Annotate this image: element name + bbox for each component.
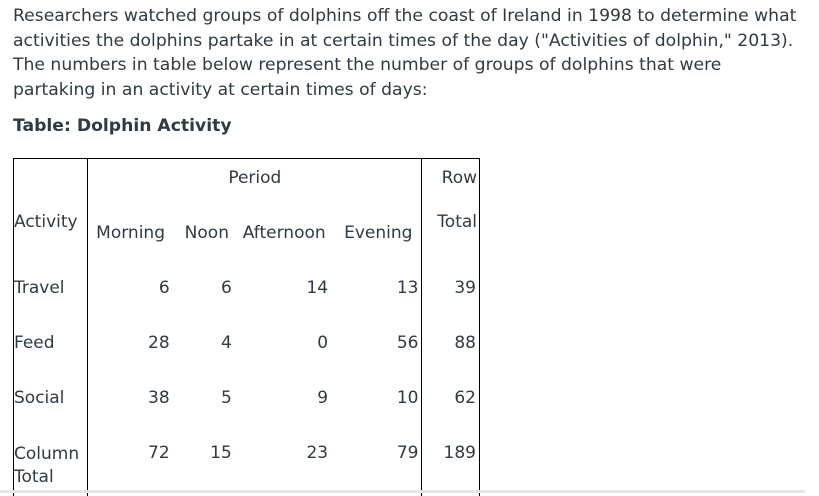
cell-social-total: 62	[421, 386, 480, 441]
row-label-travel: Travel	[14, 278, 65, 298]
cell-feed-morning: 28	[87, 331, 173, 386]
table-header-row-period: Period Row	[14, 158, 480, 213]
table-row: Feed 28 4 0 56 88	[14, 331, 480, 386]
table-row: Travel 6 6 14 13 39	[14, 276, 480, 331]
cell-grand-total: 189	[421, 441, 480, 496]
row-label-column-total: Column Total	[14, 441, 88, 496]
table-header-row-columns: Activity Morning Noon Afternoon Evening …	[14, 212, 480, 276]
cell-travel-morning: 6	[87, 276, 173, 331]
column-header-afternoon: Afternoon	[242, 223, 326, 243]
cell-total-evening: 79	[396, 443, 419, 463]
cell-total-morning: 72	[87, 441, 173, 496]
cell-travel-noon: 6	[220, 278, 232, 298]
cell-feed-evening: 56	[396, 333, 419, 353]
table-row-column-total: Column Total 72 15 23 79 189	[14, 441, 480, 496]
row-total-header-top: Row	[421, 158, 480, 212]
cell-feed-total: 88	[421, 331, 480, 386]
row-label-feed: Feed	[14, 333, 55, 353]
cell-total-afternoon: 23	[306, 443, 329, 463]
cell-travel-afternoon: 14	[306, 278, 329, 298]
table-row: Social 38 5 9 10 62	[14, 386, 480, 441]
cell-travel-total: 39	[421, 276, 480, 331]
dolphin-activity-table: Period Row Activity Morning Noon Afterno…	[13, 158, 480, 496]
cell-social-noon: 5	[220, 388, 232, 408]
column-total-label-line1: Column	[14, 444, 80, 464]
cell-social-afternoon: 9	[317, 388, 329, 408]
cell-social-evening: 10	[396, 388, 419, 408]
cell-travel-evening: 13	[396, 278, 419, 298]
column-total-label-line2: Total	[14, 467, 54, 487]
bottom-divider	[0, 490, 805, 493]
column-header-noon: Noon	[184, 223, 229, 243]
cell-feed-afternoon: 0	[317, 333, 329, 353]
cell-total-noon: 15	[210, 443, 232, 463]
row-total-header-bottom: Total	[421, 212, 480, 276]
cell-social-morning: 38	[87, 386, 173, 441]
empty-corner-cell	[14, 159, 88, 213]
period-header: Period	[87, 158, 422, 212]
column-header-evening: Evening	[344, 223, 413, 243]
intro-paragraph: Researchers watched groups of dolphins o…	[13, 6, 797, 100]
row-label-social: Social	[14, 388, 65, 408]
column-header-morning: Morning	[87, 212, 173, 276]
activity-header: Activity	[14, 212, 78, 232]
table-caption: Table: Dolphin Activity	[13, 116, 232, 136]
cell-feed-noon: 4	[220, 333, 232, 353]
